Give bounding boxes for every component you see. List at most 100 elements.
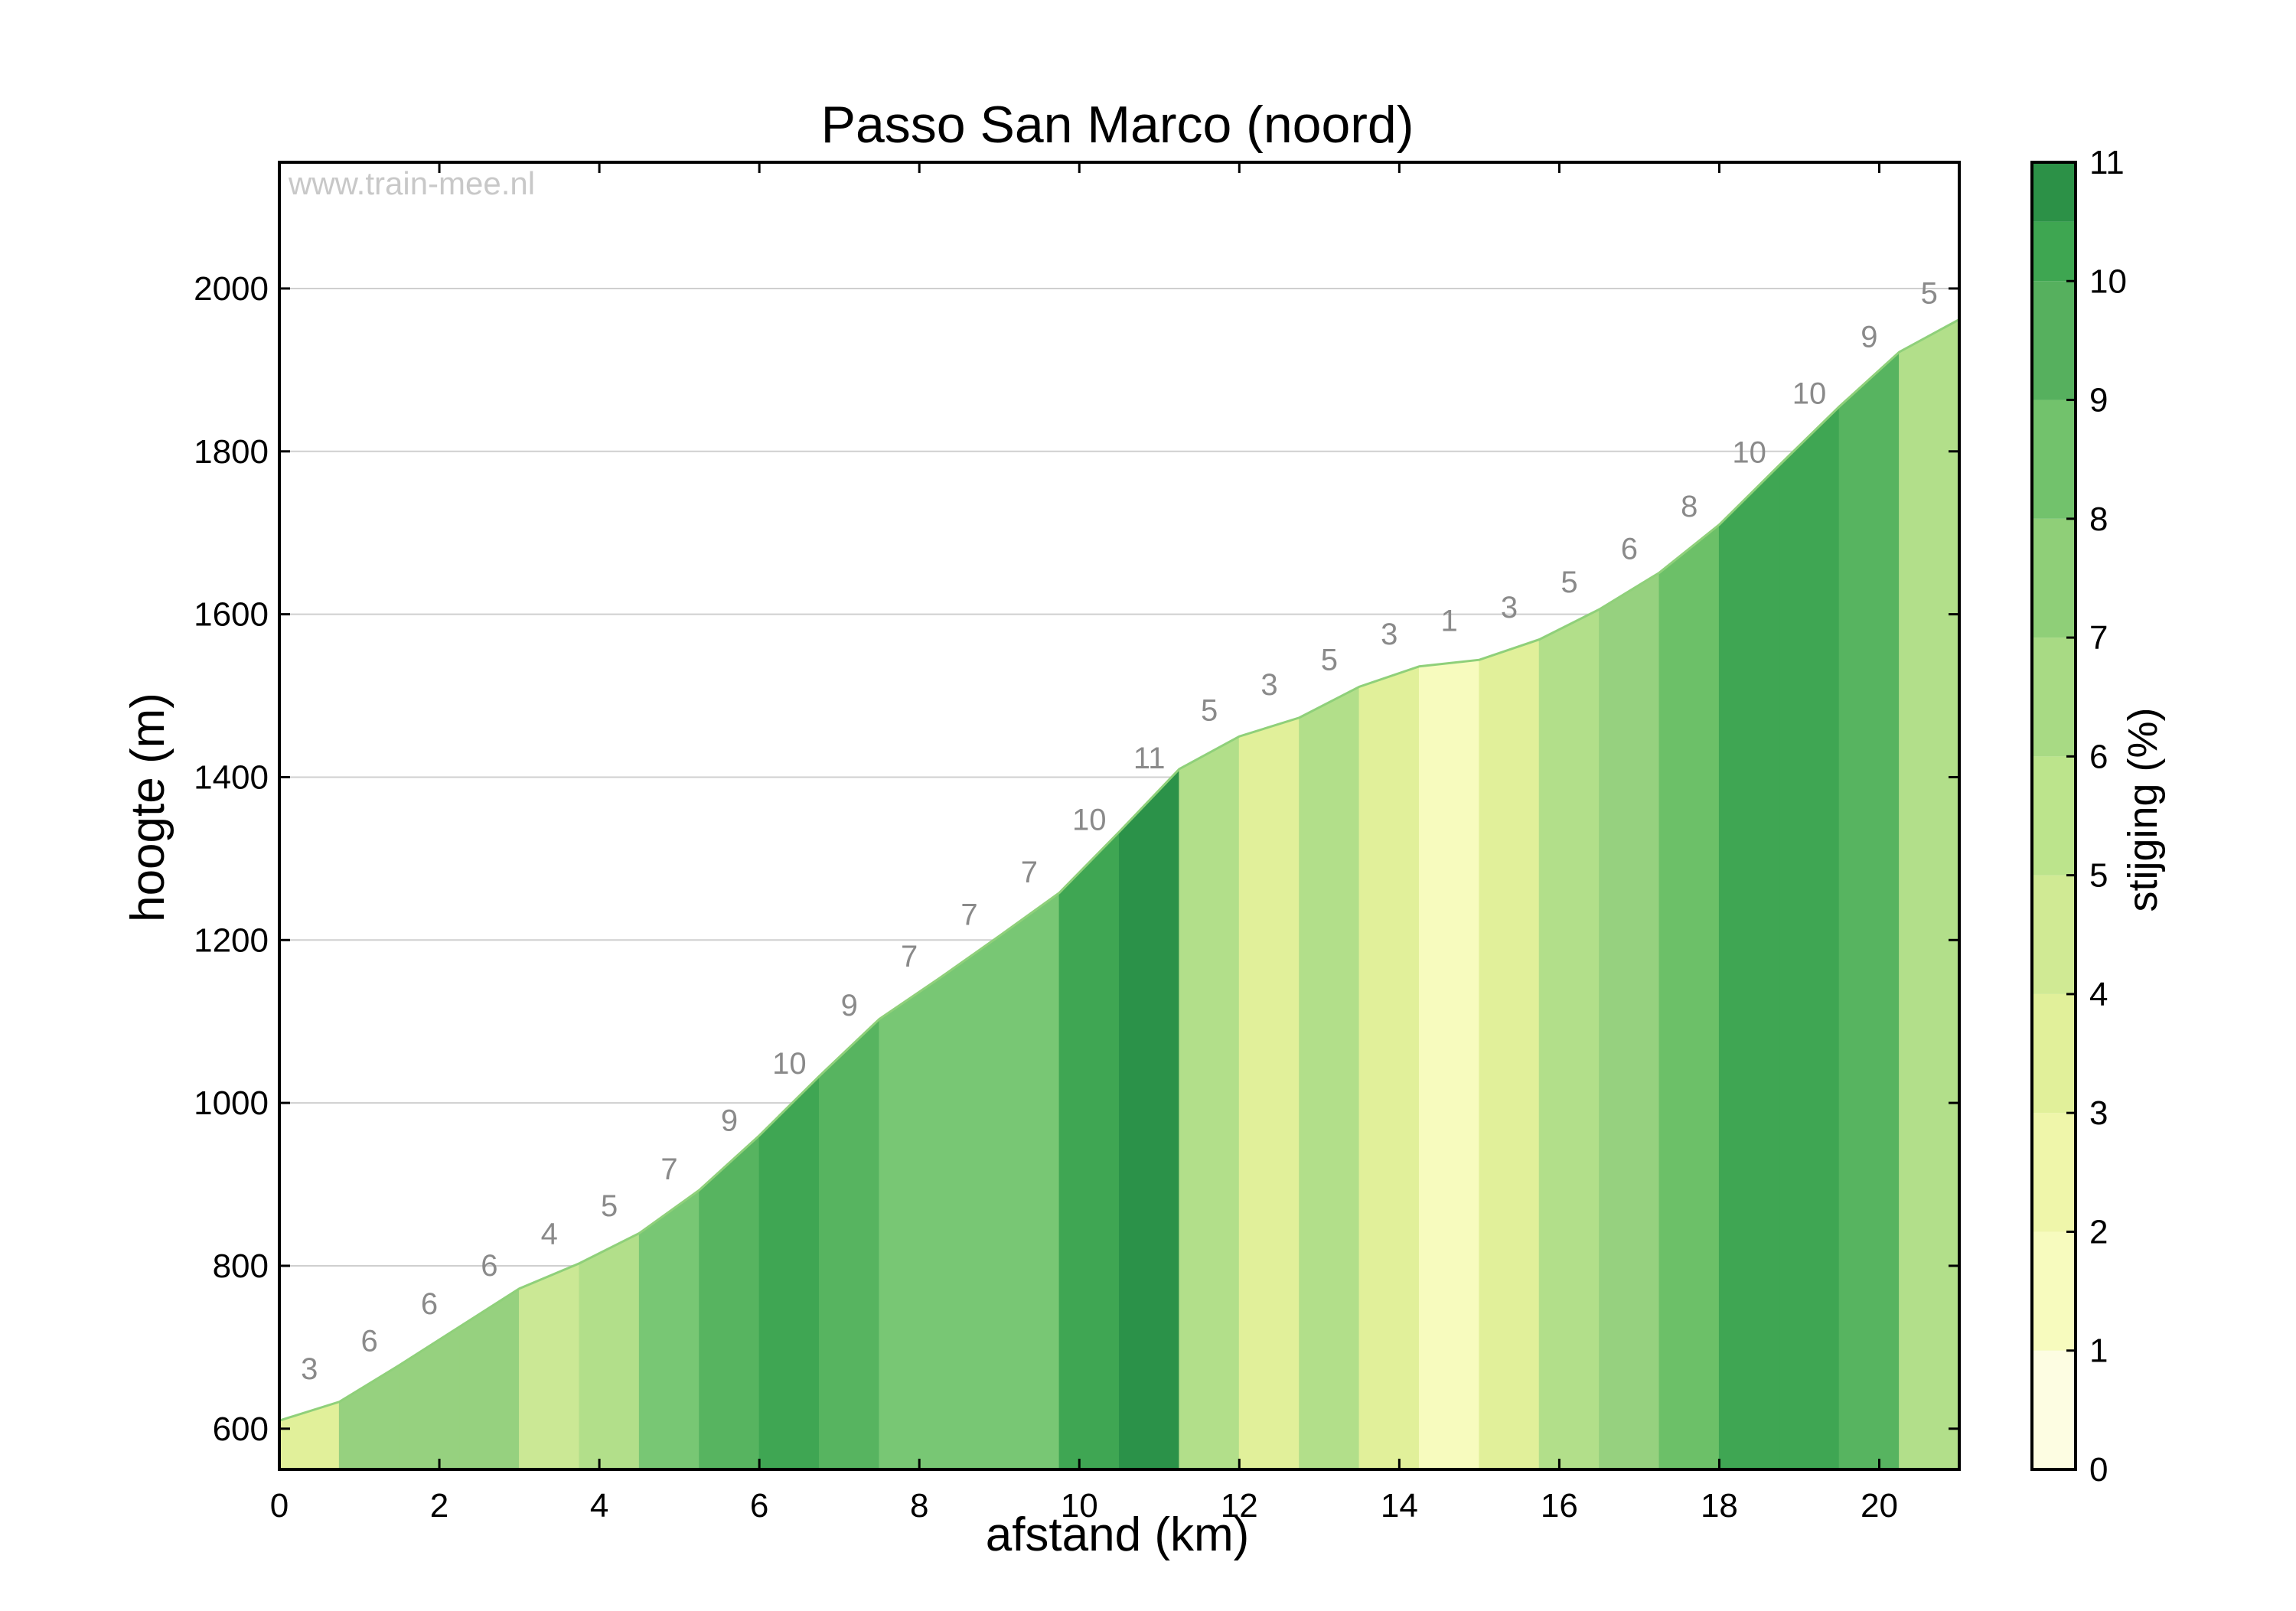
- profile-segment: [1899, 318, 1960, 1470]
- grade-label: 9: [721, 1104, 738, 1137]
- profile-segment: [638, 1189, 700, 1470]
- colorbar-tick-label: 0: [2089, 1451, 2108, 1489]
- colorbar-tick-label: 9: [2089, 382, 2108, 419]
- x-tick-label: 4: [590, 1487, 608, 1525]
- profile-segment: [879, 977, 940, 1470]
- profile-segment: [1299, 686, 1360, 1470]
- grade-label: 7: [960, 898, 977, 932]
- colorbar-tick-label: 4: [2089, 976, 2108, 1013]
- colorbar-band: [2032, 281, 2076, 400]
- colorbar-band: [2032, 1350, 2076, 1469]
- profile-segment: [1358, 666, 1420, 1470]
- profile-segment: [1838, 351, 1900, 1470]
- colorbar-band: [2032, 1113, 2076, 1232]
- profile-segment: [338, 1364, 400, 1470]
- colorbar-tick-label: 8: [2089, 501, 2108, 538]
- grade-label: 10: [1072, 804, 1107, 837]
- profile-segment: [1179, 735, 1240, 1470]
- grade-label: 3: [301, 1352, 318, 1386]
- y-tick-label: 1600: [194, 596, 269, 634]
- y-tick-label: 1000: [194, 1084, 269, 1122]
- profile-segment: [1779, 406, 1840, 1470]
- colorbar-band: [2032, 1231, 2076, 1351]
- profile-segment: [1238, 717, 1300, 1470]
- x-tick-label: 12: [1221, 1487, 1258, 1525]
- grade-label: 10: [772, 1047, 807, 1081]
- colorbar-band: [2032, 875, 2076, 994]
- colorbar-band: [2032, 756, 2076, 876]
- x-tick-label: 8: [910, 1487, 928, 1525]
- profile-segment: [458, 1287, 520, 1470]
- colorbar-tick-label: 5: [2089, 857, 2108, 895]
- profile-segment: [758, 1075, 820, 1470]
- colorbar-band: [2032, 518, 2076, 638]
- grade-label: 7: [660, 1153, 677, 1186]
- x-tick-label: 2: [430, 1487, 448, 1525]
- grade-label: 5: [601, 1189, 618, 1223]
- x-tick-label: 20: [1861, 1487, 1898, 1525]
- grade-label: 10: [1732, 436, 1766, 470]
- colorbar-layer: 0 1 2 3 4 5 6 7 8 9 10 11: [2030, 144, 2127, 1489]
- y-tick-label: 1200: [194, 921, 269, 959]
- colorbar-band: [2032, 638, 2076, 757]
- grade-label: 3: [1261, 668, 1277, 702]
- x-tick-label: 0: [270, 1487, 289, 1525]
- profile-segment: [1538, 608, 1600, 1470]
- colorbar-tick-label: 7: [2089, 619, 2108, 657]
- profile-segment: [1119, 768, 1180, 1470]
- x-tick-label: 14: [1381, 1487, 1418, 1525]
- grade-label: 3: [1381, 618, 1397, 651]
- grade-label: 10: [1792, 377, 1827, 411]
- y-tick-label: 800: [213, 1247, 269, 1285]
- grade-label: 6: [421, 1287, 438, 1321]
- grade-label: 5: [1921, 277, 1938, 311]
- x-tick-label: 18: [1701, 1487, 1738, 1525]
- grade-label: 8: [1681, 490, 1698, 523]
- profile-segment: [1058, 830, 1120, 1470]
- x-tick-label: 10: [1061, 1487, 1098, 1525]
- grade-label: 7: [901, 940, 918, 973]
- profile-segment: [399, 1326, 460, 1470]
- profile-line: [279, 318, 1960, 1422]
- grade-label: 5: [1321, 644, 1338, 677]
- grade-label: 5: [1201, 694, 1218, 728]
- profile-segment: [1418, 659, 1480, 1470]
- watermark: www.train-mee.nl: [288, 165, 535, 201]
- profile-segment: [999, 892, 1060, 1470]
- x-axis-label: afstand (km): [986, 1508, 1250, 1561]
- colorbar-frame: [2030, 161, 2077, 1471]
- plot-frame: [278, 161, 1961, 1471]
- y-tick-label: 1800: [194, 433, 269, 471]
- chart-title: Passo San Marco (noord): [821, 96, 1414, 154]
- x-tick-label: 16: [1541, 1487, 1578, 1525]
- y-axis-label: hoogte (m): [122, 693, 174, 922]
- grade-label: 4: [541, 1217, 558, 1251]
- profile-segment: [1599, 572, 1660, 1470]
- grade-label: 9: [1861, 321, 1877, 354]
- profile-segment: [1718, 464, 1780, 1470]
- profile-segment: [579, 1232, 640, 1470]
- axes-layer: 0 2 4 6 8 10 12 14 16 18 2060080010001200140016001…: [194, 161, 1961, 1525]
- grade-label: 11: [1133, 742, 1166, 775]
- colorbar-band: [2032, 162, 2076, 222]
- grade-label: 5: [1561, 566, 1577, 599]
- profile-segment: [699, 1134, 760, 1470]
- colorbar-tick-label: 11: [2089, 144, 2125, 181]
- grade-label: 1: [1441, 604, 1458, 638]
- segments-layer: [279, 318, 1960, 1470]
- grade-label: 7: [1021, 856, 1038, 889]
- colorbar-tick-label: 6: [2089, 738, 2108, 775]
- grade-label: 3: [1501, 591, 1518, 625]
- y-tick-label: 1400: [194, 758, 269, 796]
- y-tick-label: 600: [213, 1410, 269, 1448]
- profile-segment: [519, 1263, 580, 1470]
- colorbar-label: stijging (%): [2120, 707, 2166, 911]
- grade-label: 6: [1621, 532, 1638, 566]
- profile-segment: [1658, 523, 1720, 1470]
- colorbar-tick-label: 1: [2089, 1332, 2108, 1370]
- profile-segment: [1479, 638, 1540, 1470]
- colorbar-band: [2032, 993, 2076, 1114]
- colorbar-band: [2032, 399, 2076, 519]
